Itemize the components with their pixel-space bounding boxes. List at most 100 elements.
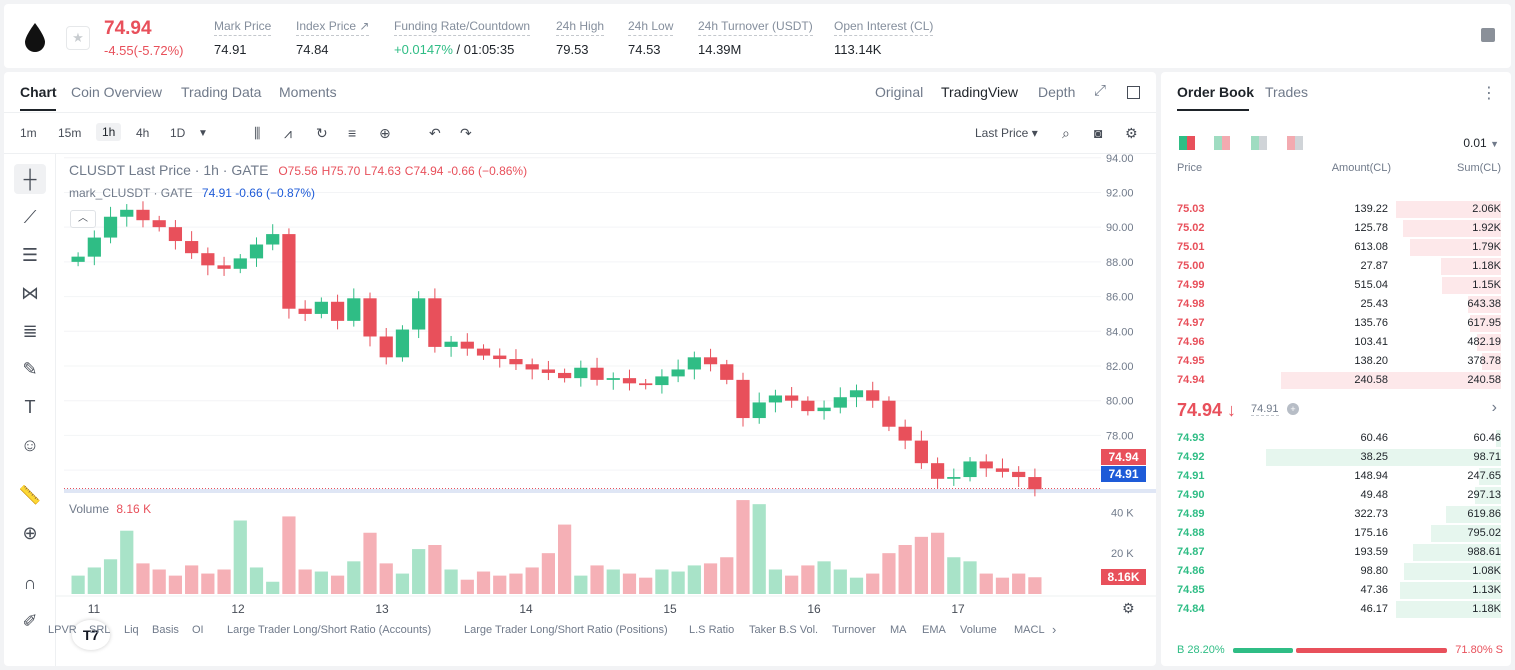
- view-original[interactable]: Original: [875, 84, 924, 100]
- undo-icon[interactable]: ↶: [429, 125, 441, 141]
- stat-index-price[interactable]: Index Price ↗ 74.84: [296, 19, 370, 57]
- tab-chart[interactable]: Chart: [20, 84, 57, 100]
- bid-row[interactable]: 74.89 322.73 619.86: [1161, 505, 1511, 524]
- timeframe-dropdown-icon[interactable]: ▼: [198, 128, 208, 139]
- bid-row[interactable]: 74.84 46.17 1.18K: [1161, 600, 1511, 619]
- timeframe-1d[interactable]: 1D: [170, 126, 186, 140]
- bid-row[interactable]: 74.92 38.25 98.71: [1161, 448, 1511, 467]
- ind-liq[interactable]: Liq: [124, 624, 139, 636]
- more-options-icon[interactable]: ⋮: [1481, 85, 1497, 102]
- ask-row[interactable]: 74.97 135.76 617.95: [1161, 314, 1511, 333]
- ruler-icon[interactable]: 📏: [18, 485, 42, 505]
- collapse-legend-button[interactable]: ︿: [70, 210, 96, 228]
- pattern-icon[interactable]: ⋈: [21, 283, 39, 303]
- add-indicator-icon[interactable]: ⊕: [379, 125, 391, 141]
- ask-row[interactable]: 74.99 515.04 1.15K: [1161, 276, 1511, 295]
- ask-row[interactable]: 75.00 27.87 1.18K: [1161, 257, 1511, 276]
- ind-ltlsr-positions[interactable]: Large Trader Long/Short Ratio (Positions…: [464, 624, 668, 636]
- ind-ema[interactable]: EMA: [922, 624, 946, 636]
- chevron-right-icon[interactable]: ›: [1491, 399, 1497, 416]
- bid-row[interactable]: 74.90 49.48 297.13: [1161, 486, 1511, 505]
- indicator-scroll-right-icon[interactable]: ›: [1052, 622, 1057, 637]
- ask-row[interactable]: 75.03 139.22 2.06K: [1161, 200, 1511, 219]
- price-chart[interactable]: 94.00 92.00 90.00 88.00 86.00 84.00 82.00 80.00…: [56, 154, 1156, 666]
- search-icon[interactable]: ⌕: [1062, 125, 1070, 141]
- timeframe-4h[interactable]: 4h: [136, 126, 150, 140]
- tab-order-book[interactable]: Order Book: [1177, 84, 1255, 100]
- ask-row[interactable]: 75.02 125.78 1.92K: [1161, 219, 1511, 238]
- brush-icon[interactable]: ✎: [22, 359, 38, 379]
- crosshair-icon[interactable]: ┼: [14, 164, 46, 194]
- templates-icon[interactable]: ≡: [348, 125, 357, 141]
- ind-oi[interactable]: OI: [192, 624, 204, 636]
- emoji-icon[interactable]: ☺: [20, 435, 40, 455]
- window-icon[interactable]: [1127, 86, 1140, 99]
- volume-bar: [606, 569, 620, 594]
- volume-bar: [428, 545, 442, 594]
- precision-select[interactable]: 0.01 ▼: [1463, 136, 1499, 150]
- row-sum: 240.58: [1467, 374, 1501, 386]
- ask-row[interactable]: 75.01 613.08 1.79K: [1161, 238, 1511, 257]
- view-bids-asks-icon[interactable]: [1214, 136, 1230, 150]
- replay-icon[interactable]: ↻: [316, 125, 328, 141]
- candle-body: [217, 265, 231, 269]
- bid-row[interactable]: 74.86 98.80 1.08K: [1161, 562, 1511, 581]
- bid-row[interactable]: 74.91 148.94 247.65: [1161, 467, 1511, 486]
- tab-trades[interactable]: Trades: [1265, 84, 1309, 100]
- pencil-lock-icon[interactable]: ✐: [22, 611, 38, 631]
- bid-row[interactable]: 74.88 175.16 795.02: [1161, 524, 1511, 543]
- favorite-star-icon[interactable]: ★: [66, 26, 90, 50]
- row-amount: 135.76: [1354, 317, 1388, 329]
- ask-row[interactable]: 74.95 138.20 378.78: [1161, 352, 1511, 371]
- settings-gear-icon[interactable]: ⚙: [1125, 125, 1138, 141]
- volume-bar: [136, 563, 150, 594]
- trend-line-icon[interactable]: ⟋: [23, 207, 37, 227]
- tab-coin-overview[interactable]: Coin Overview: [71, 84, 163, 100]
- horizontal-lines-icon[interactable]: ☰: [21, 245, 39, 265]
- ind-macd[interactable]: MACL: [1014, 624, 1045, 636]
- ind-basis[interactable]: Basis: [152, 624, 179, 636]
- ind-taker-vol[interactable]: Taker B.S Vol.: [749, 624, 819, 636]
- volume-bar: [379, 563, 393, 594]
- depth-bar: [1478, 468, 1501, 485]
- timeframe-1h[interactable]: 1h: [96, 123, 122, 141]
- magnet-icon[interactable]: ∩: [23, 573, 37, 593]
- view-depth[interactable]: Depth: [1038, 84, 1076, 100]
- zoom-in-icon[interactable]: ⊕: [22, 523, 38, 543]
- info-icon[interactable]: +: [1287, 403, 1299, 415]
- fib-icon[interactable]: ≣: [22, 321, 38, 341]
- ask-row[interactable]: 74.98 25.43 643.38: [1161, 295, 1511, 314]
- ask-row[interactable]: 74.96 103.41 482.19: [1161, 333, 1511, 352]
- view-tradingview[interactable]: TradingView: [941, 84, 1019, 100]
- camera-icon[interactable]: ◙: [1094, 125, 1103, 141]
- price-type-select[interactable]: Last Price ▾: [975, 126, 1038, 140]
- text-tool-icon[interactable]: T: [24, 397, 36, 417]
- chart-settings-icon[interactable]: ⚙: [1122, 600, 1135, 616]
- timeframe-15m[interactable]: 15m: [58, 126, 82, 140]
- tab-trading-data[interactable]: Trading Data: [181, 84, 262, 100]
- bid-row[interactable]: 74.93 60.46 60.46: [1161, 429, 1511, 448]
- indicators-icon[interactable]: ⩘: [284, 125, 292, 141]
- ask-row[interactable]: 74.94 240.58 240.58: [1161, 371, 1511, 390]
- ind-volume[interactable]: Volume: [960, 624, 997, 636]
- volume-bar: [444, 569, 458, 594]
- ind-turnover[interactable]: Turnover: [832, 624, 876, 636]
- bid-row[interactable]: 74.87 193.59 988.61: [1161, 543, 1511, 562]
- ind-srl[interactable]: SRL: [89, 624, 111, 636]
- ind-lpvr[interactable]: LPVR: [48, 624, 77, 636]
- ind-ltlsr-accounts[interactable]: Large Trader Long/Short Ratio (Accounts): [227, 624, 432, 636]
- view-both-icon[interactable]: [1179, 136, 1195, 150]
- candle-body: [817, 407, 831, 412]
- view-asks-icon[interactable]: [1287, 136, 1303, 150]
- ind-ma[interactable]: MA: [890, 624, 907, 636]
- book-icon[interactable]: [1481, 28, 1495, 42]
- view-bids-icon[interactable]: [1251, 136, 1267, 150]
- row-sum: 795.02: [1467, 527, 1501, 539]
- ind-ls-ratio[interactable]: L.S Ratio: [689, 624, 735, 636]
- expand-icon[interactable]: ⤢: [1094, 82, 1107, 99]
- redo-icon[interactable]: ↷: [460, 125, 472, 141]
- bid-row[interactable]: 74.85 47.36 1.13K: [1161, 581, 1511, 600]
- tab-moments[interactable]: Moments: [279, 84, 337, 100]
- timeframe-1m[interactable]: 1m: [20, 126, 37, 140]
- candle-type-icon[interactable]: ⫼: [254, 125, 261, 141]
